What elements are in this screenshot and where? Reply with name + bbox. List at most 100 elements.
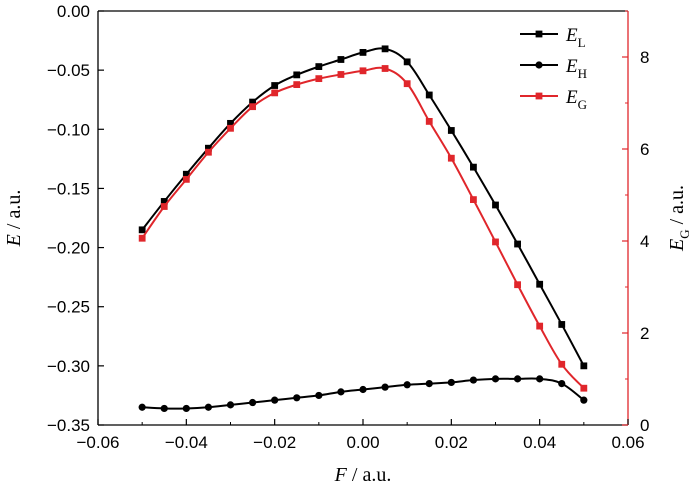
y-left-axis-title-unit: / a.u. — [3, 190, 25, 234]
y-left-axis-title-symbol: E — [3, 234, 25, 247]
data-point — [425, 380, 433, 388]
y-right-tick-label: 0 — [640, 416, 649, 435]
legend-label-subscript: L — [578, 35, 586, 50]
data-point — [558, 321, 566, 328]
data-point — [138, 234, 146, 242]
legend-label: EG — [565, 87, 587, 112]
data-point — [138, 226, 146, 234]
data-point — [293, 81, 301, 88]
y-left-tick-label: −0.05 — [47, 61, 90, 80]
data-point — [271, 89, 279, 97]
data-point — [182, 170, 190, 178]
y-right-axis-title-unit: / a.u. — [666, 185, 688, 229]
series-layer — [138, 45, 588, 413]
legend: EL EH EG — [520, 25, 587, 112]
data-point — [248, 398, 257, 407]
data-point — [536, 375, 544, 383]
data-point — [293, 394, 301, 402]
data-point — [447, 127, 455, 134]
series-line — [141, 47, 585, 367]
data-point — [226, 401, 235, 409]
data-point — [469, 376, 478, 384]
x-tick-label: 0.06 — [611, 433, 644, 452]
data-point — [359, 49, 367, 56]
data-point — [513, 375, 522, 383]
data-point — [492, 238, 499, 246]
data-point — [536, 322, 544, 330]
legend-item: EL — [520, 25, 586, 50]
data-point — [205, 144, 212, 152]
legend-marker — [535, 30, 543, 38]
data-point — [580, 384, 588, 392]
legend-marker — [535, 92, 543, 100]
data-point — [470, 196, 477, 203]
x-tick-label: 0.02 — [435, 433, 468, 452]
x-tick-label: −0.02 — [253, 433, 296, 452]
data-point — [359, 67, 367, 75]
data-point — [447, 378, 455, 387]
data-point — [558, 380, 566, 388]
axes-layer: −0.06 −0.04 −0.02 0.00 0.02 0.04 0.06 0.00 −0.05… — [47, 2, 649, 452]
legend-label-subscript: H — [578, 66, 587, 81]
y-right-axis-title-subscript: G — [677, 229, 692, 238]
legend-label-subscript: G — [578, 97, 587, 112]
legend-label: EL — [565, 25, 586, 50]
data-point — [182, 404, 190, 413]
y-right-axis-title: EG / a.u. — [666, 185, 692, 252]
x-tick-label: −0.06 — [76, 433, 119, 452]
data-point — [536, 280, 544, 288]
y-right-tick-label: 2 — [640, 324, 649, 343]
data-point — [337, 56, 345, 63]
data-point — [381, 65, 389, 72]
data-point — [337, 388, 345, 396]
data-point — [514, 240, 521, 248]
series-line — [141, 66, 585, 389]
data-point — [204, 403, 213, 411]
data-point — [249, 103, 256, 111]
x-tick-label: 0.00 — [346, 433, 379, 452]
data-point — [271, 396, 279, 404]
axis-titles: F / a.u.E / a.u.EG / a.u. — [3, 185, 692, 486]
data-point — [381, 45, 389, 53]
legend-item: EG — [520, 87, 587, 112]
data-point — [492, 201, 499, 209]
y-right-tick-label: 8 — [640, 48, 649, 67]
data-point — [514, 281, 521, 289]
data-point — [227, 119, 234, 127]
y-left-tick-label: −0.30 — [47, 357, 90, 376]
data-point — [205, 148, 212, 156]
data-point — [315, 63, 323, 70]
data-point — [381, 383, 389, 391]
data-point — [293, 71, 301, 79]
data-point — [359, 385, 367, 394]
series-g — [138, 65, 588, 392]
data-point — [447, 154, 455, 162]
data-point — [182, 175, 190, 183]
data-point — [580, 362, 588, 370]
x-axis-title: F / a.u. — [334, 464, 392, 486]
data-point — [337, 71, 345, 78]
data-point — [160, 404, 168, 413]
data-point — [403, 80, 411, 88]
data-point — [403, 58, 411, 66]
legend-item: EH — [520, 56, 587, 81]
data-point — [249, 98, 256, 106]
data-point — [138, 403, 146, 411]
y-left-tick-label: 0.00 — [57, 2, 90, 21]
data-point — [160, 203, 168, 210]
data-point — [160, 198, 168, 205]
data-point — [580, 396, 588, 404]
x-axis-title-symbol: F — [334, 464, 348, 486]
data-point — [403, 381, 411, 389]
data-point — [315, 391, 323, 400]
x-tick-label: 0.04 — [523, 433, 556, 452]
y-left-axis-title: E / a.u. — [3, 190, 25, 248]
y-left-tick-label: −0.10 — [47, 120, 90, 139]
data-point — [425, 91, 433, 99]
data-point — [271, 82, 279, 89]
y-left-tick-label: −0.15 — [47, 179, 90, 198]
x-tick-label: −0.04 — [165, 433, 208, 452]
data-point — [470, 163, 477, 171]
